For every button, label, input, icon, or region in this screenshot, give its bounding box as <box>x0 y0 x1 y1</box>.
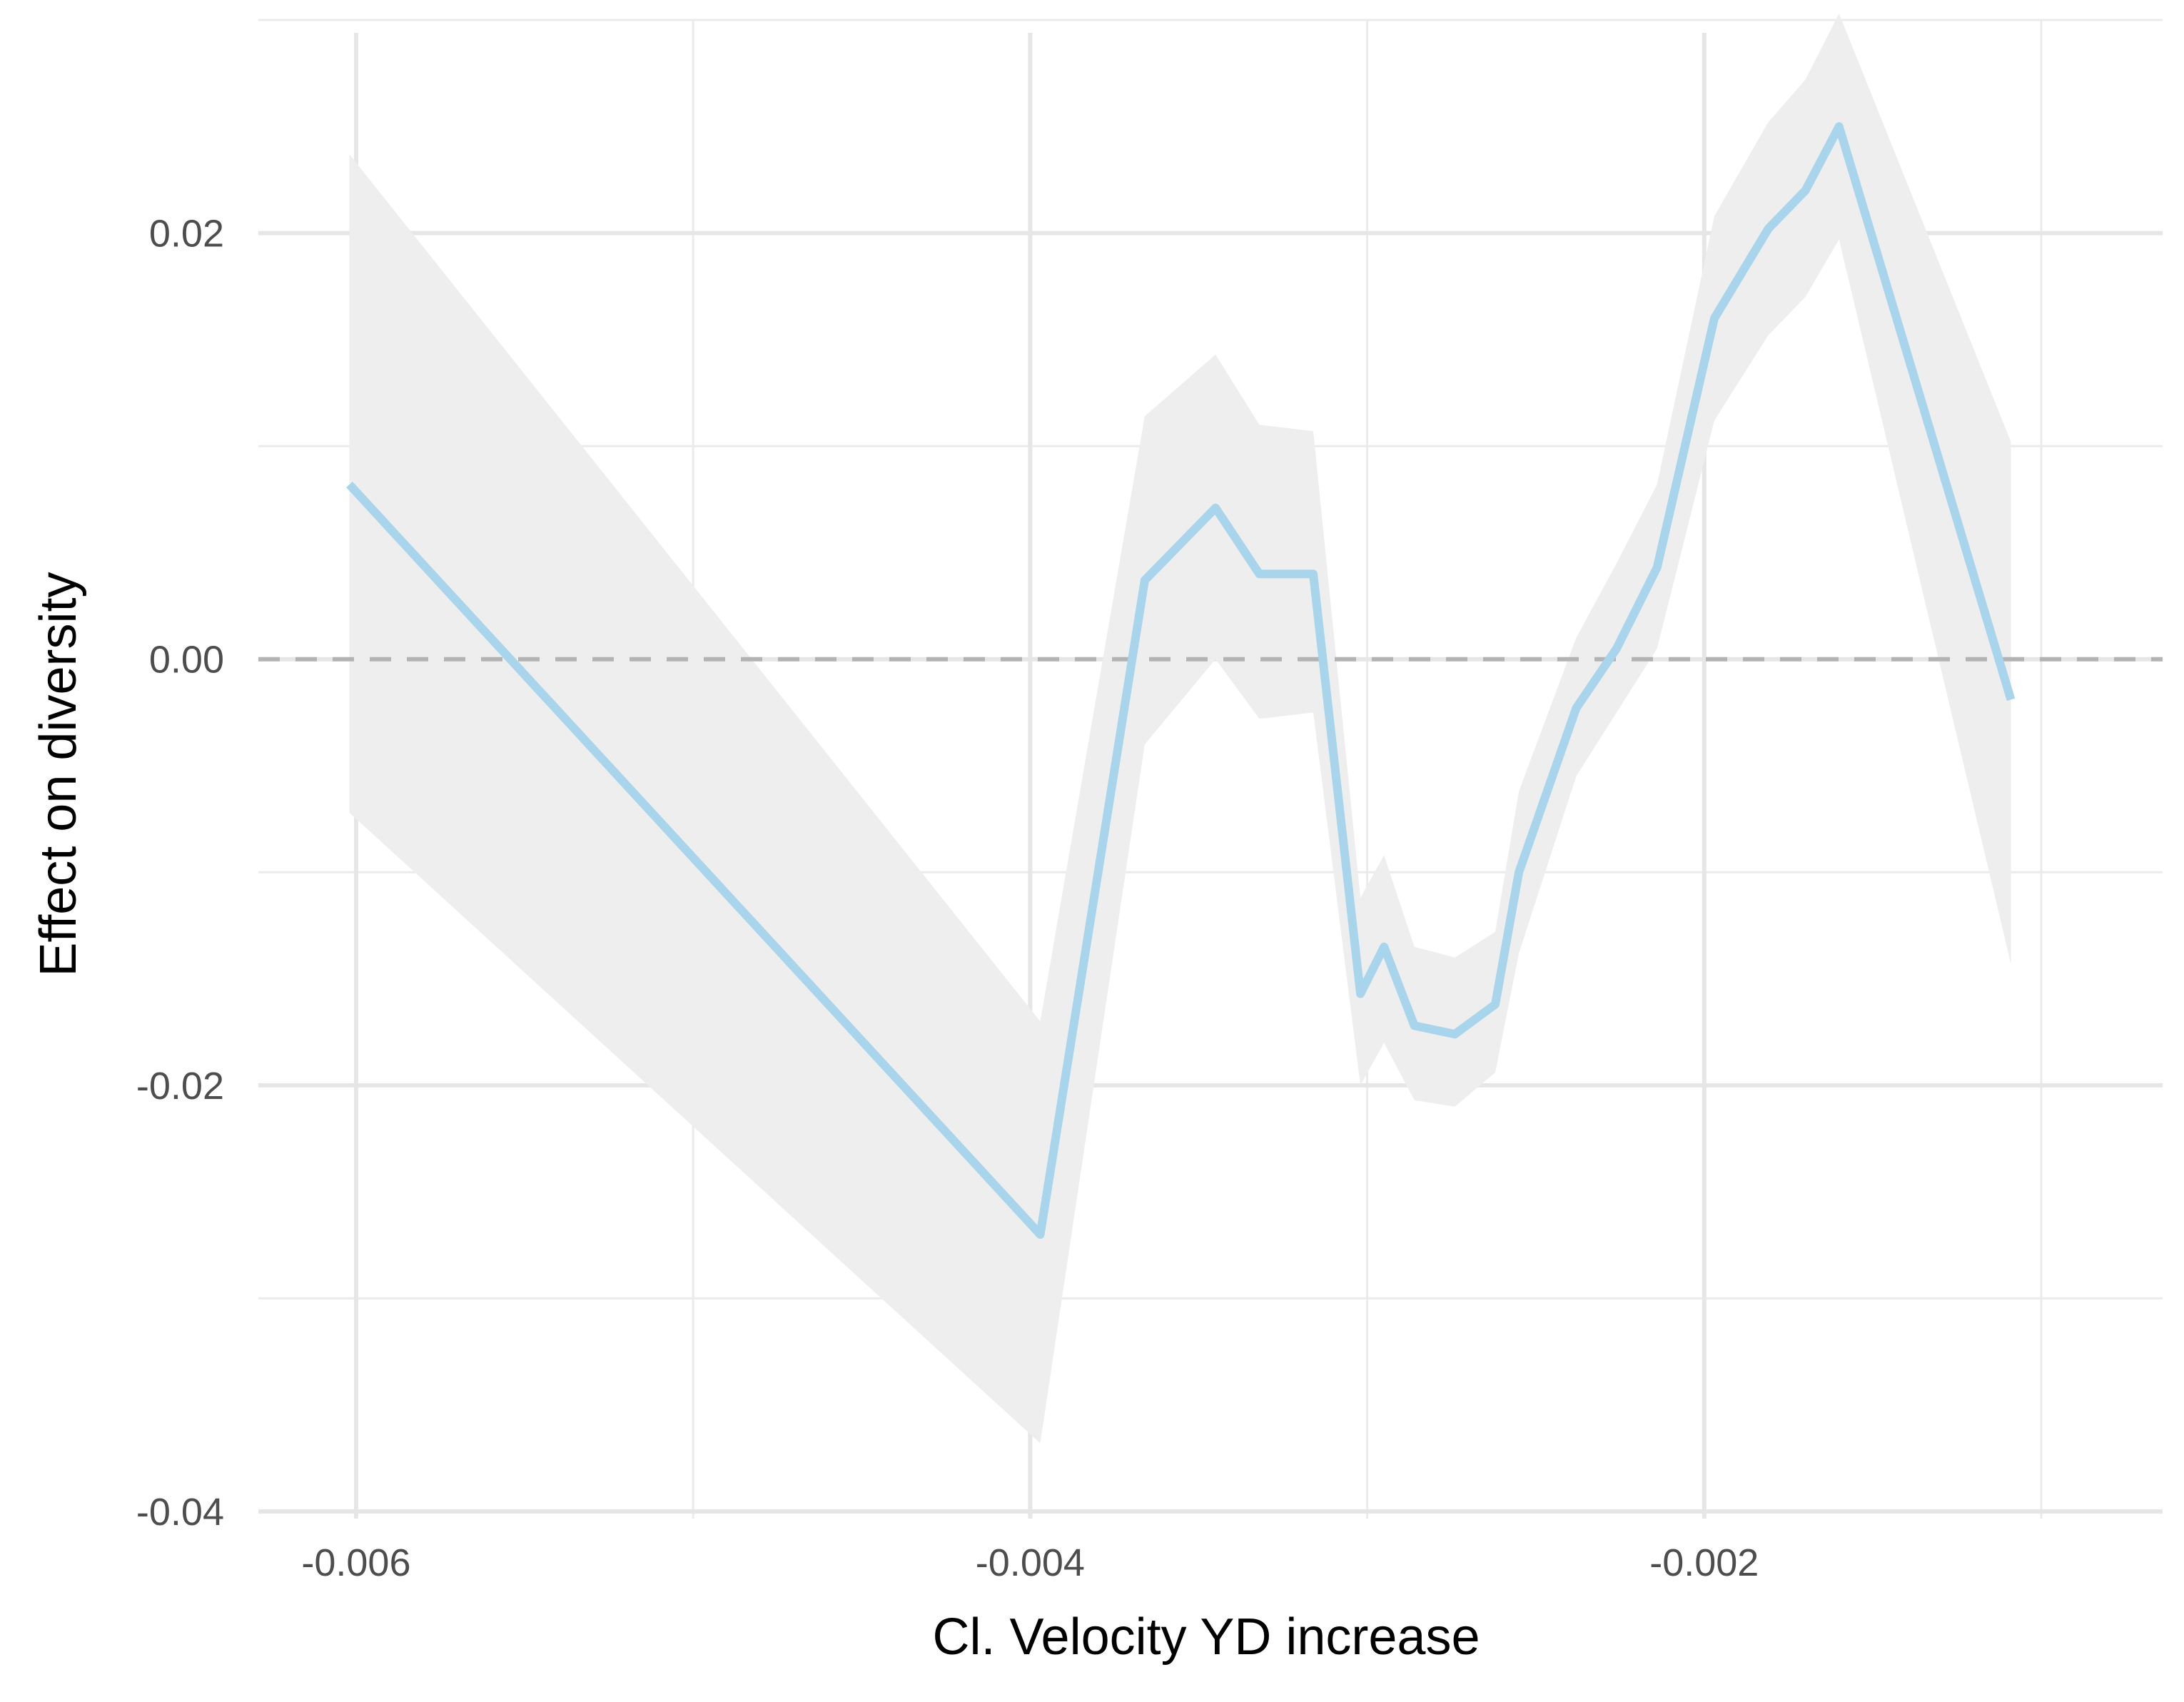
x-tick-labels: -0.006 -0.004 -0.002 <box>301 1541 1759 1584</box>
effect-line <box>346 122 2016 1239</box>
y-axis-title: Effect on diversity <box>30 572 87 977</box>
y-tick-label: -0.04 <box>136 1491 224 1534</box>
x-tick-label: -0.002 <box>1649 1541 1759 1584</box>
confidence-bands <box>349 14 2011 1444</box>
x-axis-title: Cl. Velocity YD increase <box>932 1609 1480 1666</box>
x-tick-label: -0.006 <box>301 1541 410 1584</box>
y-tick-labels: 0.02 0.00 -0.02 -0.04 <box>136 213 224 1534</box>
y-tick-label: 0.02 <box>149 213 224 255</box>
confidence-band <box>349 14 2011 1444</box>
x-tick-label: -0.004 <box>976 1541 1085 1584</box>
y-tick-label: 0.00 <box>149 639 224 682</box>
series-lines <box>346 122 2016 1239</box>
y-tick-label: -0.02 <box>136 1065 224 1108</box>
